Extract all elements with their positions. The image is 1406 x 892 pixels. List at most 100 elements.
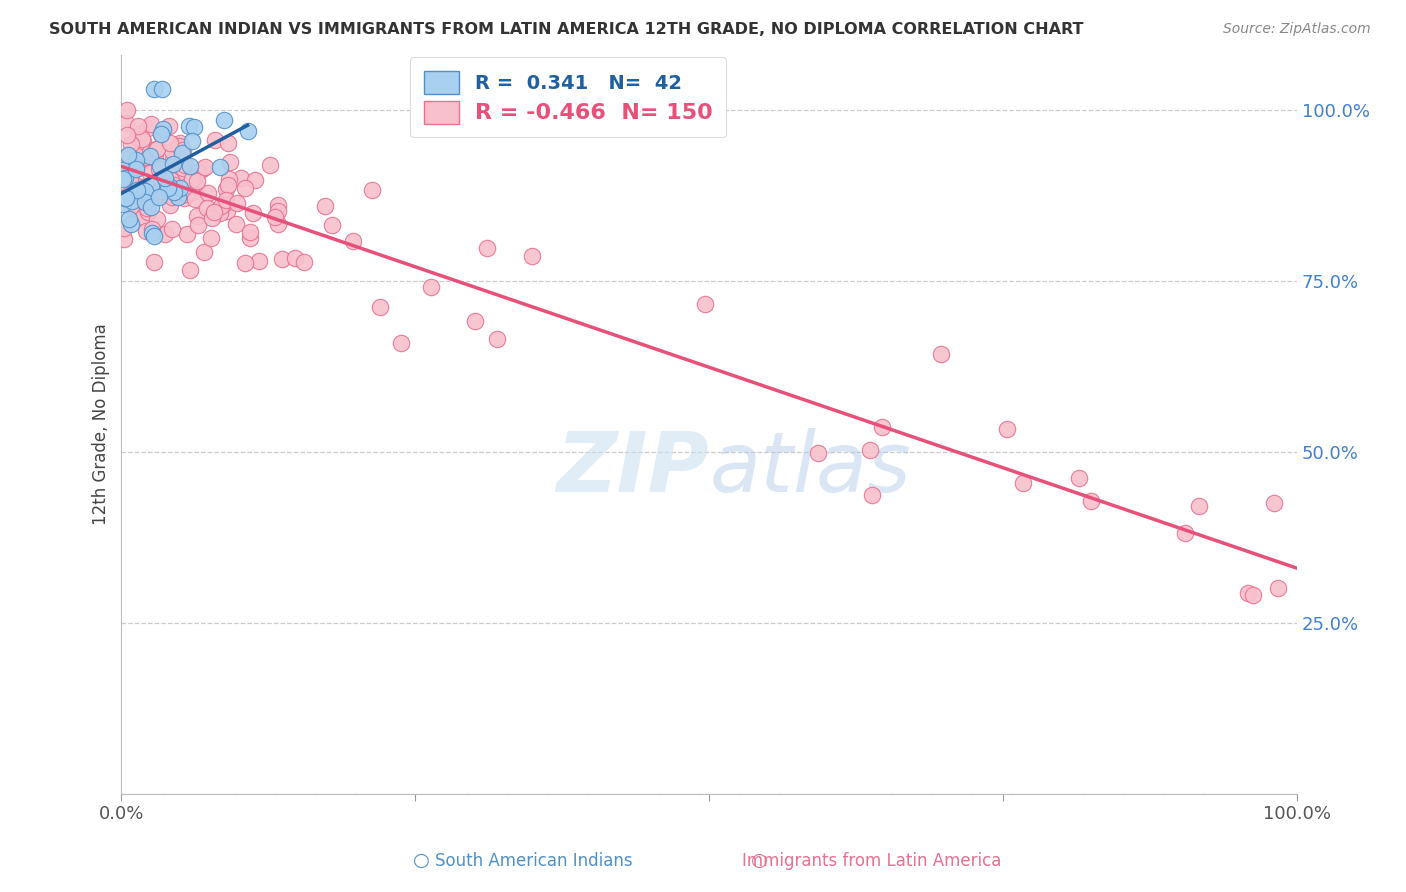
Point (162, 153, 184, 167)
Point (370, 300, 392, 314)
Point (314, 199, 336, 213)
Point (1069, 471, 1091, 485)
Point (120, 173, 142, 187)
Point (134, 194, 156, 209)
Point (141, 186, 163, 201)
Point (475, 241, 498, 255)
Text: SOUTH AMERICAN INDIAN VS IMMIGRANTS FROM LATIN AMERICA 12TH GRADE, NO DIPLOMA CO: SOUTH AMERICAN INDIAN VS IMMIGRANTS FROM… (49, 22, 1084, 37)
Point (172, 146, 194, 161)
Point (141, 227, 163, 241)
Point (259, 158, 281, 172)
Point (267, 198, 290, 212)
Point (217, 178, 239, 193)
Point (218, 172, 240, 186)
Point (149, 184, 172, 198)
Point (193, 245, 215, 260)
Point (153, 171, 176, 186)
Point (187, 164, 209, 178)
Point (114, 191, 136, 205)
Point (201, 211, 224, 226)
Text: Immigrants from Latin America: Immigrants from Latin America (742, 852, 1001, 870)
Point (159, 173, 181, 187)
Point (214, 195, 236, 210)
Point (124, 206, 146, 220)
Point (122, 195, 145, 210)
Point (112, 232, 135, 246)
Point (174, 186, 197, 201)
Point (148, 190, 170, 204)
Point (138, 166, 160, 180)
Point (145, 143, 167, 157)
Point (1267, 581, 1289, 595)
Point (267, 217, 290, 231)
Point (129, 182, 152, 196)
Text: atlas: atlas (709, 428, 911, 509)
Point (929, 347, 952, 361)
Point (236, 124, 259, 138)
Point (321, 218, 343, 232)
Point (184, 178, 207, 193)
Point (117, 188, 139, 202)
Point (162, 222, 184, 236)
Point (194, 161, 217, 175)
Point (118, 148, 141, 162)
Point (1011, 475, 1033, 490)
Point (172, 161, 194, 175)
Point (143, 229, 166, 244)
Point (139, 149, 162, 163)
Point (167, 138, 190, 153)
Point (127, 183, 149, 197)
Point (486, 332, 509, 346)
Point (149, 159, 172, 173)
Point (163, 185, 186, 199)
Point (149, 127, 172, 141)
Point (134, 186, 156, 200)
Point (245, 173, 267, 187)
Point (859, 442, 882, 457)
Point (132, 150, 155, 164)
Point (180, 134, 202, 148)
Point (263, 210, 285, 224)
Point (360, 183, 382, 197)
Point (112, 172, 135, 186)
Point (215, 194, 238, 208)
Point (419, 279, 441, 293)
Point (233, 181, 256, 195)
Text: ○: ○ (751, 851, 768, 870)
Point (160, 168, 183, 182)
Point (114, 171, 136, 186)
Point (124, 153, 146, 167)
Point (125, 129, 148, 144)
Point (114, 171, 136, 186)
Point (163, 178, 186, 193)
Y-axis label: 12th Grade, No Diploma: 12th Grade, No Diploma (93, 324, 110, 525)
Point (179, 262, 201, 277)
Point (143, 191, 166, 205)
Point (242, 206, 264, 220)
Point (136, 205, 159, 219)
Point (122, 177, 145, 191)
Point (209, 199, 232, 213)
Point (292, 254, 315, 268)
Point (204, 133, 226, 147)
Point (132, 153, 155, 167)
Point (212, 113, 235, 128)
Point (122, 155, 145, 169)
Point (115, 128, 138, 143)
Point (148, 187, 170, 202)
Point (176, 227, 198, 241)
Point (200, 230, 222, 244)
Point (138, 120, 160, 135)
Point (167, 190, 190, 204)
Point (217, 136, 239, 150)
Point (173, 158, 195, 172)
Point (131, 132, 153, 146)
Point (115, 191, 138, 205)
Point (120, 199, 142, 213)
Point (693, 296, 716, 310)
Point (183, 120, 205, 134)
Point (995, 422, 1018, 436)
Point (214, 182, 236, 196)
Point (111, 163, 134, 178)
Point (284, 251, 307, 265)
